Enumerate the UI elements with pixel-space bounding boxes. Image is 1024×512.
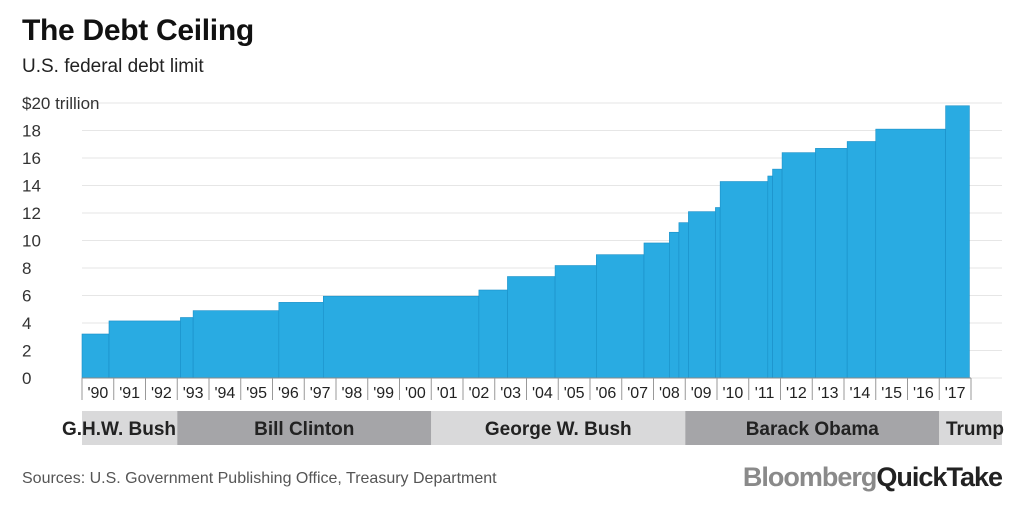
x-tick-label: '95 bbox=[246, 385, 267, 402]
y-tick-label: 8 bbox=[22, 259, 31, 278]
chart-subtitle: U.S. federal debt limit bbox=[22, 56, 204, 77]
x-tick-label: '98 bbox=[341, 385, 362, 402]
x-tick-label: '90 bbox=[87, 385, 108, 402]
presidency-bands: G.H.W. Bush Bill Clinton George W. Bush Bar… bbox=[62, 411, 1004, 445]
y-axis-ticks: 0 2 4 6 8 10 12 14 16 18 $20 trillion bbox=[22, 94, 100, 388]
source-note: Sources: U.S. Government Publishing Offi… bbox=[22, 470, 497, 487]
debt-limit-bar bbox=[322, 295, 480, 379]
x-tick-label: '14 bbox=[849, 385, 870, 402]
x-tick-label: '92 bbox=[151, 385, 172, 402]
x-tick-label: '13 bbox=[818, 385, 839, 402]
x-tick-label: '12 bbox=[786, 385, 807, 402]
y-tick-label: 2 bbox=[22, 342, 31, 361]
debt-limit-bar bbox=[719, 181, 769, 379]
x-tick-label: '07 bbox=[627, 385, 648, 402]
presidency-band bbox=[685, 411, 940, 445]
debt-limit-bar bbox=[875, 128, 946, 379]
x-tick-label: '09 bbox=[691, 385, 712, 402]
chart-title: The Debt Ceiling bbox=[22, 14, 254, 47]
presidency-band bbox=[939, 411, 1002, 445]
debt-limit-bar bbox=[554, 265, 597, 379]
x-tick-label: '97 bbox=[310, 385, 331, 402]
presidency-label: G.H.W. Bush bbox=[62, 419, 176, 440]
x-tick-label: '96 bbox=[278, 385, 299, 402]
x-tick-label: '04 bbox=[532, 385, 553, 402]
presidency-band bbox=[177, 411, 432, 445]
debt-limit-bar bbox=[192, 310, 280, 379]
debt-limit-bar bbox=[478, 289, 508, 379]
presidency-band bbox=[82, 411, 178, 445]
y-tick-label: 0 bbox=[22, 369, 31, 388]
presidency-label: Bill Clinton bbox=[254, 419, 354, 440]
y-tick-label: 14 bbox=[22, 177, 41, 196]
x-tick-label: '93 bbox=[183, 385, 204, 402]
y-tick-label: 4 bbox=[22, 314, 31, 333]
y-tick-label: 10 bbox=[22, 232, 41, 251]
y-tick-label: 12 bbox=[22, 204, 41, 223]
debt-limit-bar bbox=[688, 211, 716, 379]
bloomberg-quicktake-logo: BloombergQuickTake bbox=[742, 462, 1003, 493]
brand-bloomberg: Bloomberg bbox=[742, 462, 878, 492]
y-tick-label: 6 bbox=[22, 287, 31, 306]
x-tick-label: '08 bbox=[659, 385, 680, 402]
x-tick-label: '05 bbox=[564, 385, 585, 402]
debt-limit-bar bbox=[643, 242, 670, 379]
x-tick-label: '11 bbox=[755, 385, 775, 402]
debt-limit-bar bbox=[945, 105, 970, 379]
debt-limit-bar bbox=[678, 222, 689, 379]
debt-limit-bar bbox=[596, 254, 645, 379]
debt-limit-bar bbox=[715, 207, 721, 379]
presidency-label: Barack Obama bbox=[746, 419, 880, 440]
debt-limit-bar bbox=[108, 320, 181, 379]
x-tick-label: '99 bbox=[373, 385, 394, 402]
x-tick-label: '91 bbox=[119, 385, 140, 402]
presidency-label: George W. Bush bbox=[485, 419, 632, 440]
x-axis-ticks: '90 '91 '92 '93 '94 '95 '96 '97 '98 '99 '00 '01 '02 '… bbox=[81, 377, 972, 402]
x-tick-label: '10 bbox=[722, 385, 743, 402]
debt-limit-bars bbox=[81, 105, 970, 379]
x-tick-label: '02 bbox=[468, 385, 489, 402]
presidency-label: Trump bbox=[946, 419, 1004, 440]
x-tick-label: '94 bbox=[214, 385, 235, 402]
debt-limit-bar bbox=[772, 168, 783, 379]
debt-limit-bar bbox=[180, 317, 194, 379]
debt-limit-bar bbox=[767, 175, 773, 379]
x-tick-label: '06 bbox=[595, 385, 616, 402]
x-tick-label: '15 bbox=[881, 385, 902, 402]
debt-limit-bar bbox=[846, 141, 877, 379]
debt-limit-bar bbox=[507, 276, 556, 379]
x-tick-label: '03 bbox=[500, 385, 521, 402]
x-tick-label: '16 bbox=[913, 385, 934, 402]
debt-limit-bar bbox=[781, 152, 816, 379]
x-tick-label: '01 bbox=[437, 385, 458, 402]
debt-limit-bar bbox=[278, 302, 324, 379]
debt-limit-bar bbox=[81, 333, 110, 379]
y-tick-label: $20 trillion bbox=[22, 94, 100, 113]
y-tick-label: 16 bbox=[22, 149, 41, 168]
x-tick-label: '00 bbox=[405, 385, 426, 402]
debt-limit-bar bbox=[669, 231, 680, 379]
presidency-band bbox=[431, 411, 686, 445]
brand-quicktake: QuickTake bbox=[876, 462, 1003, 492]
debt-ceiling-chart: 0 2 4 6 8 10 12 14 16 18 $20 trillion '90 '91 '92 '93… bbox=[22, 94, 1004, 445]
x-tick-label: '17 bbox=[945, 385, 966, 402]
debt-limit-bar bbox=[815, 148, 848, 379]
y-tick-label: 18 bbox=[22, 122, 41, 141]
